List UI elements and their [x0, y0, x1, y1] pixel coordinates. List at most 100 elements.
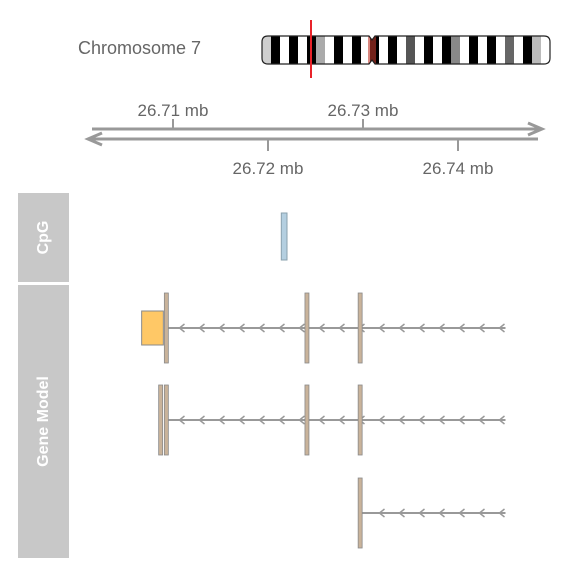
strand-arrow [378, 508, 385, 518]
exon [357, 292, 363, 364]
chromosome-band [460, 36, 470, 64]
strand-arrow [438, 415, 445, 425]
strand-arrow [418, 508, 425, 518]
strand-arrow [458, 508, 465, 518]
chromosome-band [469, 36, 479, 64]
strand-arrow [318, 323, 325, 333]
strand-arrow [178, 415, 185, 425]
chromosome-band [433, 36, 443, 64]
strand-arrow [378, 323, 385, 333]
strand-arrow [178, 323, 185, 333]
chromosome-band [316, 36, 326, 64]
chromosome-band [361, 36, 371, 64]
chromosome-band [532, 36, 542, 64]
chromosome-band [379, 36, 389, 64]
strand-arrow [378, 415, 385, 425]
strand-arrow [278, 323, 285, 333]
strand-arrow [418, 415, 425, 425]
transcript [141, 292, 506, 364]
strand-arrow [498, 323, 505, 333]
exon [163, 292, 169, 364]
chromosome-band [451, 36, 461, 64]
cpg-track-label-panel [18, 193, 69, 282]
chromosome-band [262, 36, 272, 64]
strand-arrow [498, 415, 505, 425]
strand-arrow [478, 415, 485, 425]
strand-arrow [478, 508, 485, 518]
chromosome-band [496, 36, 506, 64]
chromosome-band [478, 36, 488, 64]
cpg-island [280, 212, 288, 261]
cpg-track-label: CpG [35, 221, 52, 255]
axis-tick-label: 26.73 mb [328, 101, 399, 120]
axis-tick-label: 26.71 mb [138, 101, 209, 120]
axis-tick-label: 26.72 mb [233, 159, 304, 178]
strand-arrow [218, 323, 225, 333]
exon [163, 384, 169, 456]
chromosome-band [280, 36, 290, 64]
strand-arrow [218, 415, 225, 425]
strand-arrow [398, 415, 405, 425]
transcript [357, 477, 506, 549]
chromosome-band [541, 36, 550, 64]
strand-arrow [418, 323, 425, 333]
chromosome-band [289, 36, 299, 64]
strand-arrow [198, 415, 205, 425]
chromosome-band [397, 36, 407, 64]
exon [357, 477, 363, 549]
strand-arrow [478, 323, 485, 333]
strand-arrow [338, 415, 345, 425]
strand-arrow [438, 323, 445, 333]
strand-arrow [258, 323, 265, 333]
exon [304, 384, 310, 456]
strand-arrow [298, 415, 305, 425]
gene-model-track-label-panel [18, 285, 69, 558]
chromosome-band [505, 36, 515, 64]
strand-arrow [338, 323, 345, 333]
chromosome-band [487, 36, 497, 64]
axis-arrow-left [84, 131, 103, 147]
axis-tick-label: 26.74 mb [423, 159, 494, 178]
chromosome-band [388, 36, 398, 64]
strand-arrow [278, 415, 285, 425]
chromosome-band [334, 36, 344, 64]
strand-arrow [438, 508, 445, 518]
strand-arrow [458, 323, 465, 333]
strand-arrow [458, 415, 465, 425]
chromosome-outline [261, 35, 551, 65]
genome-axis: 26.71 mb 26.73 mb 26.72 mb 26.74 mb [84, 101, 546, 178]
strand-arrow [198, 323, 205, 333]
exon [304, 292, 310, 364]
chromosome-band [325, 36, 335, 64]
exon [357, 384, 363, 456]
chromosome-band [424, 36, 434, 64]
chromosome-band [352, 36, 362, 64]
strand-arrow [318, 415, 325, 425]
chromosome-ideogram[interactable] [261, 20, 551, 78]
strand-arrow [238, 323, 245, 333]
gene-model-track [141, 292, 506, 549]
chromosome-band [271, 36, 281, 64]
chromosome-band [415, 36, 425, 64]
utr-block [141, 310, 164, 346]
strand-arrow [398, 508, 405, 518]
track-label-panels: CpG Gene Model [18, 193, 69, 558]
cpg-track [280, 212, 288, 261]
strand-arrow [498, 508, 505, 518]
centromere [368, 36, 376, 64]
chromosome-band [343, 36, 353, 64]
exon [158, 384, 164, 456]
strand-arrow [398, 323, 405, 333]
chromosome-band [298, 36, 308, 64]
axis-arrow-right [527, 121, 546, 137]
gene-model-track-label: Gene Model [35, 376, 52, 467]
chromosome-band [406, 36, 416, 64]
chromosome-band [514, 36, 524, 64]
chromosome-band [442, 36, 452, 64]
chromosome-label: Chromosome 7 [78, 38, 202, 58]
transcript [158, 384, 506, 456]
strand-arrow [298, 323, 305, 333]
chromosome-band [523, 36, 533, 64]
